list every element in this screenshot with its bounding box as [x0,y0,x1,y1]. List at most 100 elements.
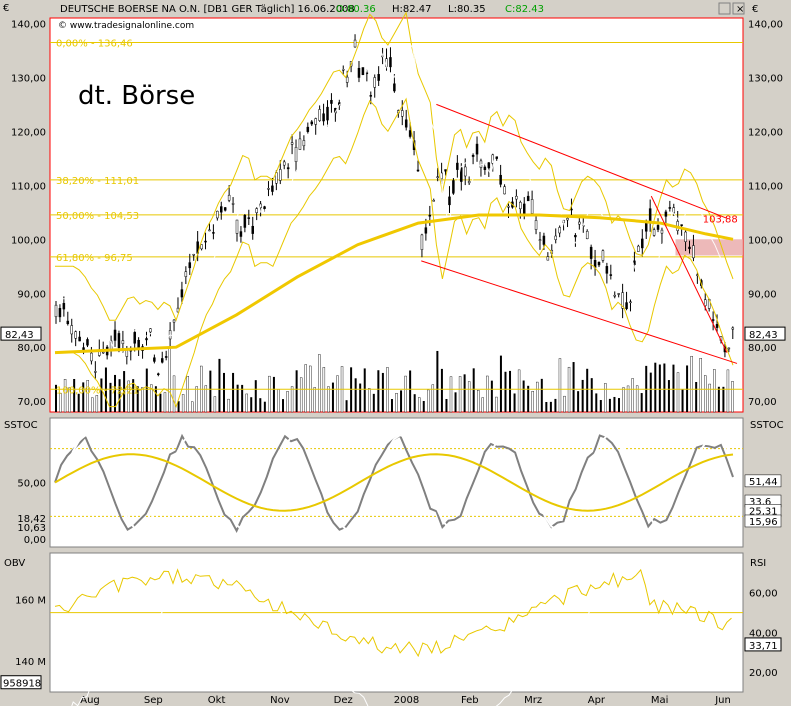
price-tick-left: 90,00 [17,289,46,300]
volume-bar [577,391,580,412]
volume-bar [132,379,135,412]
rsi-tick: 40,00 [749,628,778,639]
volume-bar [413,394,416,412]
volume-bar [168,347,171,413]
volume-bar [477,390,480,413]
volume-bar [558,358,562,413]
x-axis-label: Apr [588,695,606,706]
candle-body [609,274,613,276]
candle-body [731,327,735,330]
candle-body [432,199,435,202]
candle-body [345,76,349,83]
volume-bar [658,364,661,412]
volume-bar [313,387,316,413]
volume-bar [400,390,403,412]
candle-body [306,126,310,132]
big-label: dt. Börse [78,81,195,111]
volume-bar [422,400,425,412]
volume-bar [250,397,253,412]
candle-body [377,74,380,81]
candle-body [503,186,506,195]
volume-bar [458,376,462,413]
candle-body [282,161,286,166]
candle-body [692,245,695,259]
candle-body [86,339,89,346]
candle-body [302,140,306,147]
candle-body [656,225,660,230]
candle-body [294,147,298,162]
candle-body [361,67,365,76]
candle-body [629,301,632,304]
volume-bar [68,387,71,413]
candle-body [393,83,396,92]
candle-body [428,214,432,217]
title-bar: € [3,3,9,14]
volume-bar [150,384,153,413]
volume-bar [536,381,539,413]
price-tick-right: 70,00 [748,397,777,408]
candle-body [499,174,502,185]
volume-bar [363,368,366,412]
volume-bar [82,382,85,412]
candle-body [460,167,463,182]
candle-body [452,180,455,194]
candle-body [463,166,467,177]
volume-bar [563,395,566,413]
volume-bar [377,370,380,412]
volume-bar [145,368,148,412]
candle-body [660,229,664,234]
candle-body [703,299,707,306]
x-axis-label: Okt [208,695,226,706]
candle-body [471,154,475,157]
volume-bar [554,398,557,412]
price-tick-left: 100,00 [11,235,46,246]
price-tick-right: 110,00 [748,181,783,192]
volume-bar [622,387,625,413]
volume-bar [509,370,512,412]
candle-body [153,357,156,362]
obv-last-value: 958918 [3,679,41,690]
ohlc-high: H:82.47 [392,4,432,15]
stoch-value-tag [744,474,782,488]
stoch-d-line [54,433,734,532]
volume-bar [390,399,393,412]
candle-body [341,69,345,71]
rsi-line [54,568,732,658]
candle-body [200,244,203,250]
candle-body [507,205,510,208]
volume-bar [672,364,675,412]
candle-body [546,256,550,261]
volume-bar [277,389,280,413]
candle-body [389,57,392,68]
volume-bar [440,368,443,412]
candle-body [456,162,459,170]
candle-body [444,169,447,172]
candle-body [711,319,715,321]
price-tick-right: 90,00 [748,289,777,300]
candle-body [239,231,243,237]
candle-body [727,347,731,350]
volume-bar [617,398,620,412]
rsi-tick: 20,00 [749,668,778,679]
candle-body [353,39,357,48]
candle-body [223,207,227,211]
close-icon: × [736,4,744,15]
volume-bar [409,370,412,412]
candle-body [570,208,573,211]
volume-bar [172,375,176,413]
volume-bar [545,401,548,412]
price-tick-right: 120,00 [748,127,783,138]
volume-bar [368,388,371,413]
candle-body [290,142,294,145]
volume-bar [663,363,666,412]
volume-bar [186,375,189,413]
candle-body [164,356,168,358]
candle-body [113,329,117,341]
candle-body [408,130,412,137]
volume-bar [177,401,180,412]
volume-bar [327,386,330,413]
channel-upper [436,103,728,219]
stochastic-title-left: SSTOC [4,420,38,431]
volume-bar [127,380,130,413]
candle-body [578,221,581,225]
